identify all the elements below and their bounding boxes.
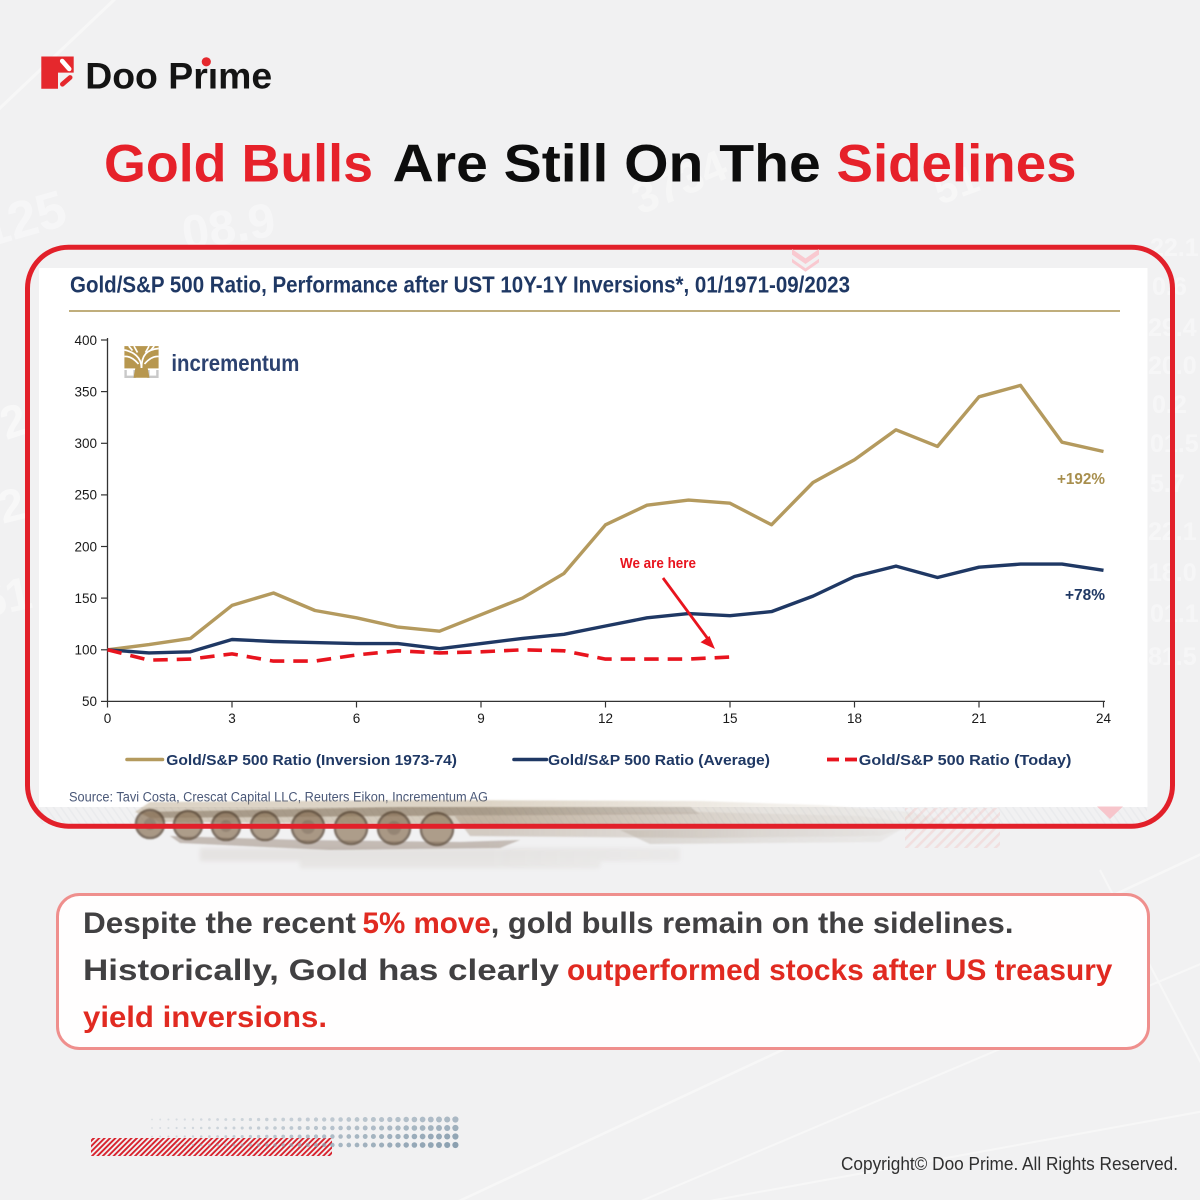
svg-text:350: 350 bbox=[74, 384, 97, 399]
svg-text:0: 0 bbox=[104, 711, 112, 726]
svg-text:We are here: We are here bbox=[620, 555, 696, 572]
svg-text:+78%: +78% bbox=[1065, 587, 1105, 604]
svg-text:3: 3 bbox=[228, 711, 236, 726]
svg-text:, gold bulls remain on the sid: , gold bulls remain on the sidelines. bbox=[491, 907, 1014, 940]
svg-text:24: 24 bbox=[1096, 711, 1112, 726]
svg-text:21: 21 bbox=[971, 711, 986, 726]
svg-text:5% move: 5% move bbox=[363, 907, 491, 940]
svg-text:Gold/S&P 500 Ratio, Performanc: Gold/S&P 500 Ratio, Performance after US… bbox=[70, 272, 850, 298]
svg-text:6: 6 bbox=[353, 711, 361, 726]
svg-text:incrementum: incrementum bbox=[171, 350, 299, 376]
svg-text:15: 15 bbox=[722, 711, 737, 726]
svg-text:250: 250 bbox=[74, 488, 97, 503]
svg-text:100: 100 bbox=[74, 643, 97, 658]
svg-text:Sidelines: Sidelines bbox=[837, 135, 1077, 194]
svg-text:300: 300 bbox=[74, 436, 97, 451]
svg-text:outperformed stocks after US t: outperformed stocks after US treasury bbox=[567, 954, 1113, 987]
svg-text:Are Still On The: Are Still On The bbox=[393, 135, 821, 194]
svg-text:5.7: 5.7 bbox=[1150, 470, 1185, 498]
svg-text:+192%: +192% bbox=[1057, 471, 1105, 488]
svg-text:50: 50 bbox=[82, 694, 97, 709]
svg-text:12: 12 bbox=[598, 711, 613, 726]
svg-text:200: 200 bbox=[74, 539, 97, 554]
svg-text:Gold/S&P 500 Ratio (Average): Gold/S&P 500 Ratio (Average) bbox=[548, 752, 770, 769]
svg-text:Gold Bulls: Gold Bulls bbox=[104, 135, 373, 194]
svg-text:18: 18 bbox=[847, 711, 862, 726]
svg-text:150: 150 bbox=[74, 591, 97, 606]
svg-text:Gold/S&P 500 Ratio (Today): Gold/S&P 500 Ratio (Today) bbox=[859, 752, 1072, 769]
svg-text:0.2: 0.2 bbox=[1152, 391, 1187, 419]
svg-text:Historically, Gold has clearly: Historically, Gold has clearly bbox=[83, 954, 559, 987]
svg-text:Doo Prıme: Doo Prıme bbox=[85, 55, 272, 97]
svg-text:Gold/S&P 500 Ratio (Inversion: Gold/S&P 500 Ratio (Inversion 1973-74) bbox=[166, 752, 457, 769]
svg-text:Copyright© Doo Prime. All Righ: Copyright© Doo Prime. All Rights Reserve… bbox=[841, 1153, 1178, 1174]
svg-text:9: 9 bbox=[477, 711, 485, 726]
svg-text:Despite the recent: Despite the recent bbox=[83, 907, 356, 940]
svg-text:400: 400 bbox=[74, 333, 97, 348]
svg-text:yield inversions.: yield inversions. bbox=[83, 1001, 327, 1034]
